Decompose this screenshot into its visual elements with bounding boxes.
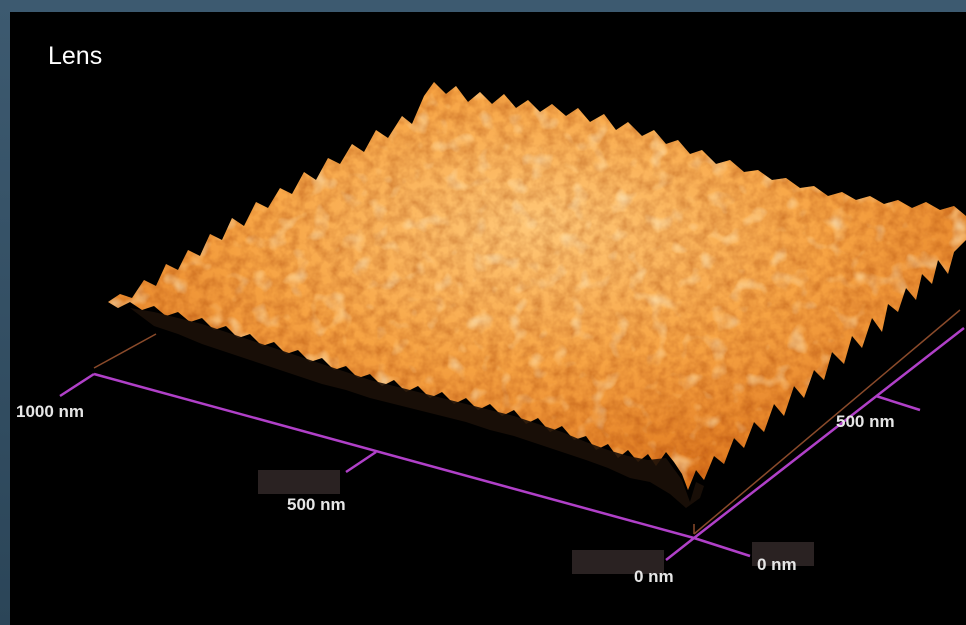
x-axis-tick-near bbox=[693, 536, 751, 558]
y-axis-tick-near bbox=[665, 537, 695, 561]
afm-3d-surface-view: Lens 1000 nm 500 nm 0 nm 0 nm 500 nm bbox=[10, 12, 966, 625]
afm-surface-render bbox=[59, 82, 966, 561]
label-backdrop bbox=[572, 550, 664, 574]
panel-title: Lens bbox=[48, 42, 103, 70]
x-axis-line bbox=[693, 327, 965, 539]
surface-body bbox=[108, 82, 966, 490]
y-axis-tick-label-far: 1000 nm bbox=[16, 402, 85, 421]
x-axis-tick-label-mid: 500 nm bbox=[836, 412, 895, 431]
surface-shadow bbox=[130, 308, 704, 508]
y-axis-tick-label-mid: 500 nm bbox=[287, 495, 346, 514]
label-backdrop bbox=[258, 470, 340, 494]
y-axis-tick-label-near: 0 nm bbox=[634, 567, 674, 586]
y-axis-line bbox=[93, 372, 695, 540]
y-axis-tick-far bbox=[59, 372, 95, 398]
y-axis-tick-mid bbox=[345, 450, 377, 474]
axis-lines bbox=[59, 327, 965, 561]
x-axis-tick-label-near: 0 nm bbox=[757, 555, 797, 574]
label-backdrop bbox=[752, 542, 814, 566]
x-axis-tick-mid bbox=[875, 394, 921, 412]
bounding-box-edges bbox=[93, 309, 961, 535]
